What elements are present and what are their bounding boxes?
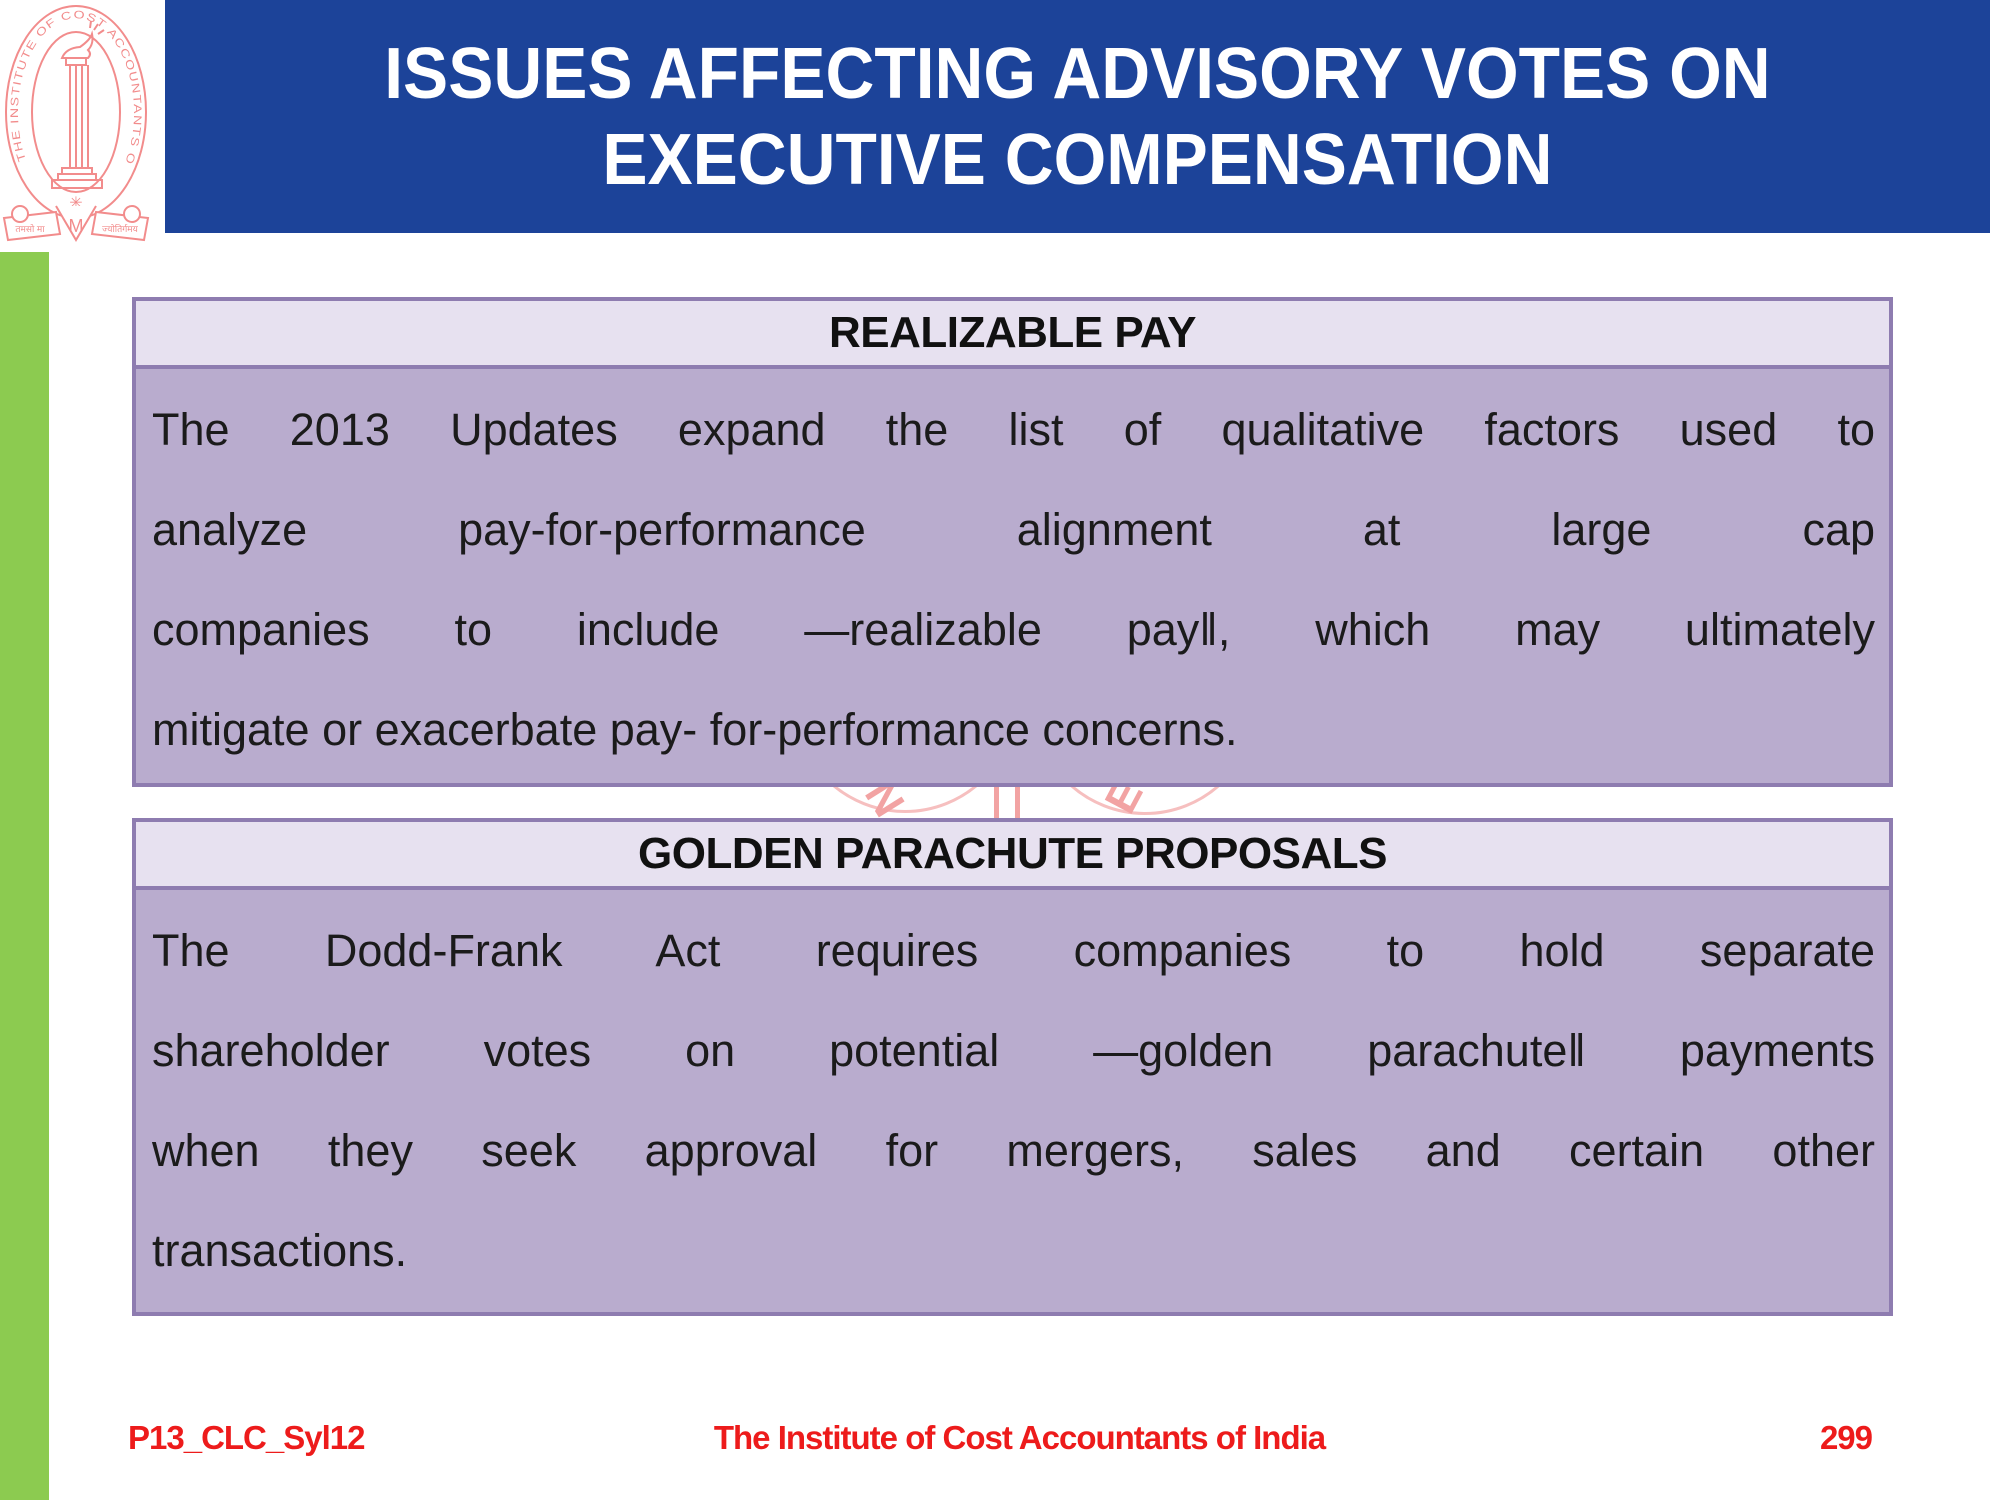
- body-text-line: transactions.: [152, 1225, 408, 1276]
- watermark-pillar-icon: [994, 787, 1020, 818]
- golden-parachute-body: The Dodd-Frank Act requires companies to…: [136, 890, 1889, 1301]
- logo-center-letter: M: [69, 216, 84, 236]
- footer-institute-name: The Institute of Cost Accountants of Ind…: [713, 1419, 1326, 1456]
- logo-ring-text: THE INSTITUTE OF COST ACCOUNTANTS OF IND…: [0, 0, 142, 166]
- title-band: ISSUES AFFECTING ADVISORY VOTES ON EXECU…: [165, 0, 1990, 233]
- body-text-line: The 2013 Updates expand the list of qual…: [152, 404, 1875, 455]
- body-text-line: when they seek approval for mergers, sal…: [152, 1125, 1875, 1176]
- realizable-pay-box: REALIZABLE PAY The 2013 Updates expand t…: [132, 297, 1893, 787]
- institute-logo: ✳ THE INSTITUTE OF COST ACCOUNTANTS OF I…: [0, 0, 165, 252]
- body-text-line: analyze pay-for-performance alignment at…: [152, 504, 1875, 555]
- watermark-letter: N: [855, 787, 914, 818]
- body-text-line: The Dodd-Frank Act requires companies to…: [152, 925, 1875, 976]
- footer-course-code: P13_CLC_Syl12: [128, 1419, 365, 1456]
- footer-page-number: 299: [1819, 1419, 1873, 1456]
- logo-ribbon-left-text: तमसो मा: [15, 223, 45, 234]
- slide-title-line2: EXECUTIVE COMPENSATION: [602, 119, 1553, 200]
- body-text-line: companies to include ―realizable pay‖, w…: [152, 604, 1875, 655]
- body-text-line: shareholder votes on potential ―golden p…: [152, 1025, 1875, 1076]
- logo-ribbon-right-text: ज्योतिर्गमय: [102, 223, 139, 234]
- golden-parachute-heading: GOLDEN PARACHUTE PROPOSALS: [136, 822, 1889, 890]
- watermark-letter: E: [1095, 787, 1153, 818]
- left-accent-stripe: [0, 252, 49, 1500]
- institute-seal-icon: ✳ THE INSTITUTE OF COST ACCOUNTANTS OF I…: [0, 0, 150, 242]
- svg-text:THE INSTITUTE OF COST ACCOUNTA: THE INSTITUTE OF COST ACCOUNTANTS OF IND…: [0, 0, 143, 166]
- watermark-strip: N E: [132, 787, 1885, 818]
- body-text-line: mitigate or exacerbate pay- for-performa…: [152, 704, 1238, 755]
- realizable-pay-heading: REALIZABLE PAY: [136, 301, 1889, 369]
- realizable-pay-body: The 2013 Updates expand the list of qual…: [136, 369, 1889, 780]
- golden-parachute-box: GOLDEN PARACHUTE PROPOSALS The Dodd-Fran…: [132, 818, 1893, 1316]
- slide-title-line1: ISSUES AFFECTING ADVISORY VOTES ON: [384, 33, 1771, 114]
